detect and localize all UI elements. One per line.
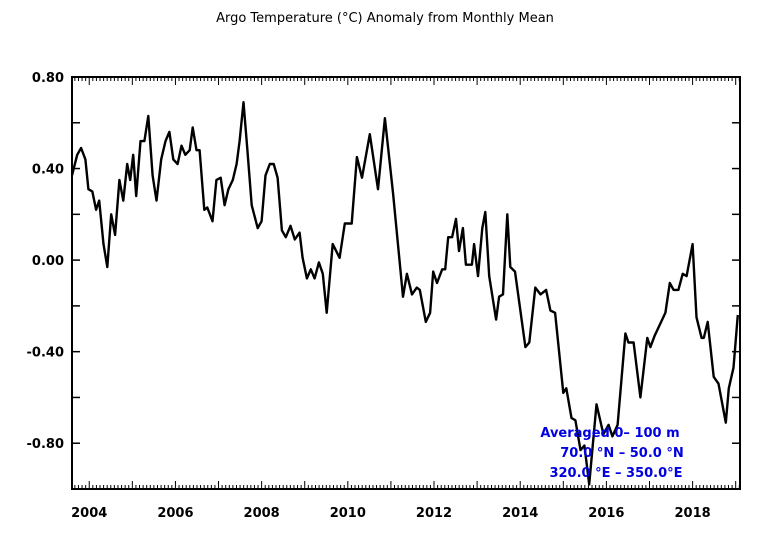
annotation-longitude: 320.0 °E – 350.0°E bbox=[549, 466, 682, 481]
annotation-latitude: 70.0 °N – 50.0 °N bbox=[560, 446, 684, 461]
x-tick-label: 2006 bbox=[157, 506, 193, 521]
annotation-depth: Averaged 0– 100 m bbox=[540, 426, 679, 441]
y-tick-label: 0.00 bbox=[32, 254, 64, 269]
y-tick-label: 0.80 bbox=[32, 71, 64, 86]
x-tick-label: 2018 bbox=[674, 506, 710, 521]
x-tick-label: 2004 bbox=[71, 506, 107, 521]
y-tick-label: -0.80 bbox=[27, 437, 64, 452]
x-tick-label: 2014 bbox=[502, 506, 538, 521]
x-tick-label: 2016 bbox=[588, 506, 624, 521]
series-line-temperature-anomaly bbox=[70, 101, 739, 486]
x-tick-label: 2012 bbox=[416, 506, 452, 521]
chart-title: Argo Temperature (°C) Anomaly from Month… bbox=[216, 11, 554, 26]
plot-frame bbox=[71, 76, 741, 490]
x-tick-label: 2008 bbox=[244, 506, 280, 521]
y-tick-label: -0.40 bbox=[27, 346, 64, 361]
y-tick-label: 0.40 bbox=[32, 163, 64, 178]
x-tick-label: 2010 bbox=[330, 506, 366, 521]
